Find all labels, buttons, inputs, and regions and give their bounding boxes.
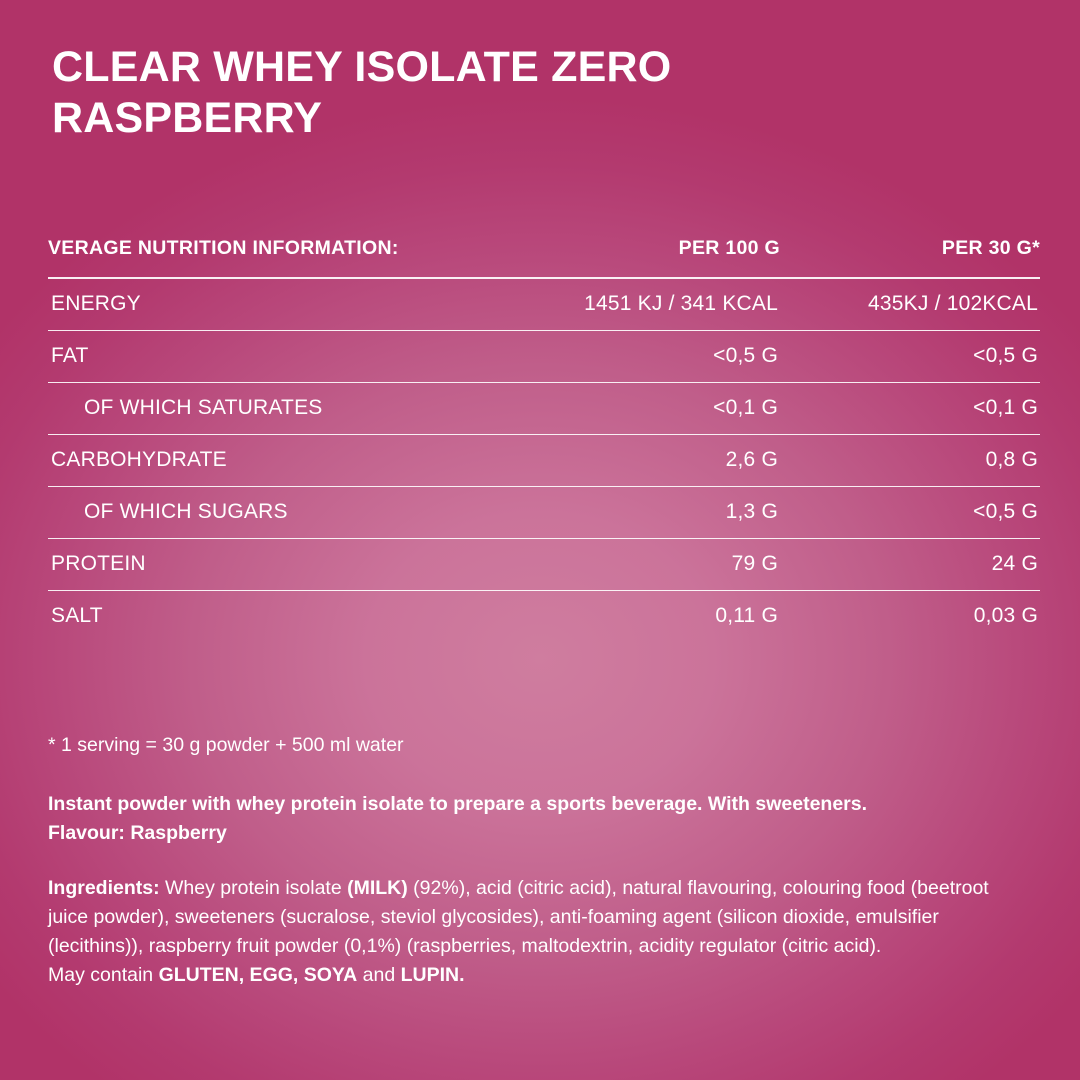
ingredients-text-before: Whey protein isolate — [159, 877, 348, 899]
column-header-per-100g: PER 100 G — [548, 228, 780, 279]
may-contain-prefix: May contain — [48, 963, 159, 986]
nutrient-value-per-100g: 1,3 G — [548, 485, 780, 538]
nutrient-name: ENERGY — [51, 292, 141, 316]
nutrient-value-per-100g: 1451 KJ / 341 KCAL — [584, 292, 778, 316]
nutrient-value-per-100g: 2,6 G — [548, 433, 780, 486]
nutrient-value-per-100g: <0,5 G — [548, 329, 780, 382]
nutrition-information-table: VERAGE NUTRITION INFORMATION: PER 100 G … — [48, 228, 1040, 642]
column-header-per-30g: PER 30 G* — [780, 228, 1040, 279]
nutrient-value-per-100g: 0,11 G — [548, 589, 780, 642]
table-row: ENERGY 1451 KJ / 341 KCAL 435KJ / 102KCAL — [48, 278, 1040, 330]
nutrient-name: PROTEIN — [48, 537, 548, 590]
allergen-lupin: LUPIN. — [400, 963, 465, 986]
table-row: FAT <0,5 G <0,5 G — [48, 329, 1040, 382]
nutrient-value-per-30g: <0,5 G — [780, 485, 1040, 538]
serving-footnote: * 1 serving = 30 g powder + 500 ml water — [48, 734, 404, 756]
nutrient-value-per-30g: 0,03 G — [780, 589, 1040, 642]
nutrient-value-per-30g: <0,5 G — [780, 329, 1040, 382]
ingredients-text-after: (92%), acid (citric acid), natural flavo… — [48, 877, 989, 957]
product-description: Instant powder with whey protein isolate… — [48, 790, 1028, 848]
nutrient-value-per-100g: 79 G — [548, 537, 780, 590]
nutrient-name: FAT — [48, 329, 548, 382]
may-contain-joiner: and — [357, 963, 401, 986]
table-row: OF WHICH SUGARS 1,3 G <0,5 G — [48, 485, 1040, 538]
allergen-milk: (MILK) — [347, 877, 408, 899]
ingredients-label: Ingredients: — [48, 877, 160, 899]
nutrient-value-per-30g: 435KJ / 102KCAL — [868, 292, 1038, 316]
ingredients-block: Ingredients: Whey protein isolate (MILK)… — [48, 874, 1028, 989]
table-header-row: VERAGE NUTRITION INFORMATION: PER 100 G … — [48, 228, 1040, 279]
description-line-2: Flavour: Raspberry — [48, 821, 227, 844]
nutrient-value-per-30g: 0,8 G — [780, 433, 1040, 486]
table-row: PROTEIN 79 G 24 G — [48, 537, 1040, 590]
nutrient-name: OF WHICH SATURATES — [48, 381, 548, 434]
column-header-nutrient: VERAGE NUTRITION INFORMATION: — [48, 228, 548, 279]
description-line-1: Instant powder with whey protein isolate… — [48, 793, 868, 815]
nutrient-value-per-30g: <0,1 G — [780, 381, 1040, 434]
table-row: CARBOHYDRATE 2,6 G 0,8 G — [48, 433, 1040, 486]
nutrient-value-per-30g: 24 G — [780, 537, 1040, 590]
nutrient-name: SALT — [48, 589, 548, 642]
table-body: ENERGY 1451 KJ / 341 KCAL 435KJ / 102KCAL F… — [48, 278, 1040, 642]
table-row: SALT 0,11 G 0,03 G — [48, 589, 1040, 642]
nutrient-value-per-100g: <0,1 G — [548, 381, 780, 434]
nutrient-name: CARBOHYDRATE — [48, 433, 548, 486]
page-title: CLEAR WHEY ISOLATE ZERO RASPBERRY — [52, 43, 672, 142]
table-header: VERAGE NUTRITION INFORMATION: PER 100 G … — [48, 228, 1040, 279]
table-row: OF WHICH SATURATES <0,1 G <0,1 G — [48, 381, 1040, 434]
nutrient-name: OF WHICH SUGARS — [48, 485, 548, 538]
allergen-list-primary: GLUTEN, EGG, SOYA — [158, 963, 358, 986]
